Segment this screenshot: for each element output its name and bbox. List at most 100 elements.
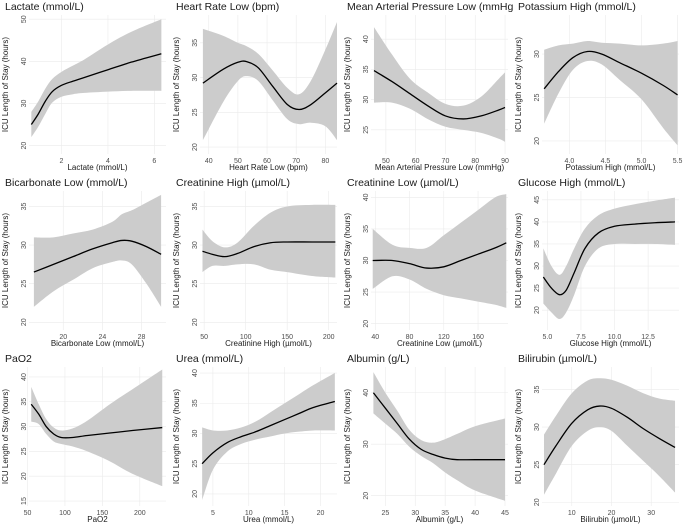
confidence-band	[31, 19, 162, 138]
y-tick-label: 25	[534, 461, 541, 469]
chart-svg: Creatinine Low (µmol/L) 40 80 120 160 20 25 30 3…	[343, 177, 508, 348]
y-tick-label: 40	[363, 389, 370, 397]
confidence-band	[372, 194, 507, 308]
x-tick-label: 20	[317, 510, 325, 517]
x-axis-label: Creatinine Low (µmol/L)	[397, 339, 482, 348]
chart-panel: Creatinine High (µmol/L) 50 100 150 200 20 25 3…	[171, 176, 342, 352]
x-tick-label: 30	[411, 510, 419, 517]
x-tick-label: 60	[263, 158, 271, 165]
x-tick-label: 20	[59, 334, 67, 341]
y-axis-label: ICU Length of Stay (hours)	[514, 37, 523, 132]
chart-panel: Urea (mmol/L) 5 10 15 20 20 25 30 35 40 Urea (mmol…	[171, 352, 342, 528]
fitted-line	[33, 239, 162, 273]
chart-svg: Bicarbonate Low (mmol/L)20 24 2820253035Bi…	[1, 177, 166, 348]
confidence-band	[543, 197, 675, 319]
chart-svg: Bilirubin (µmol/L) 10 20 30 20 25 30 35 Bilirubi…	[514, 353, 679, 524]
chart-title: Creatinine Low (µmol/L)	[347, 177, 459, 189]
x-tick-label: 5	[211, 510, 215, 517]
y-tick-label: 35	[21, 398, 28, 406]
x-tick-label: 80	[321, 158, 329, 165]
y-tick-label: 20	[192, 143, 199, 151]
fitted-line	[542, 221, 675, 296]
chart-title: Albumin (g/L)	[347, 353, 409, 365]
y-axis-label: ICU Length of Stay (hours)	[1, 213, 10, 308]
x-tick-label: 35	[441, 510, 449, 517]
x-tick-label: 80	[471, 158, 479, 165]
y-tick-label: 15	[21, 497, 28, 505]
y-axis-label: ICU Length of Stay (hours)	[343, 37, 352, 132]
y-tick-label: 20	[192, 490, 199, 498]
y-tick-label: 50	[21, 15, 28, 23]
chart-svg: Potassium High (mmol/L)4.0 4.5 5.0 5.520253…	[514, 1, 683, 172]
y-axis-label: ICU Length of Stay (hours)	[1, 37, 10, 132]
y-tick-label: 30	[21, 241, 28, 249]
x-tick-label: 4	[106, 158, 110, 165]
chart-title: Mean Arterial Pressure Low (mmHg)	[347, 1, 513, 13]
x-axis-label: Albumin (g/L)	[416, 515, 464, 524]
x-tick-label: 60	[412, 158, 420, 165]
x-tick-label: 4.5	[601, 158, 611, 165]
y-tick-label: 30	[21, 99, 28, 107]
y-tick-label: 20	[363, 492, 370, 500]
x-tick-label: 150	[97, 510, 109, 517]
x-tick-label: 10.0	[608, 334, 622, 341]
y-tick-label: 25	[534, 94, 541, 102]
x-axis-label: Lactate (mmol/L)	[67, 163, 127, 172]
x-tick-label: 28	[138, 334, 146, 341]
chart-panel: Mean Arterial Pressure Low (mmHg) 50 60 70 8…	[342, 0, 513, 176]
y-tick-label: 35	[534, 240, 541, 248]
x-axis-label: Bicarbonate Low (mmol/L)	[51, 339, 145, 348]
x-tick-label: 150	[281, 334, 293, 341]
confidence-band	[543, 378, 676, 495]
y-tick-label: 20	[21, 142, 28, 150]
fitted-line	[201, 400, 336, 465]
y-axis-label: ICU Length of Stay (hours)	[343, 389, 352, 484]
chart-svg: Mean Arterial Pressure Low (mmHg)50 60 70 8…	[343, 1, 513, 172]
confidence-band	[373, 27, 506, 142]
y-tick-label: 40	[363, 193, 370, 201]
y-tick-label: 20	[21, 472, 28, 480]
x-tick-label: 50	[24, 510, 32, 517]
y-tick-label: 25	[21, 447, 28, 455]
chart-title: PaO2	[5, 353, 32, 365]
x-tick-label: 5.5	[673, 158, 683, 165]
fitted-line	[543, 50, 678, 96]
fitted-line	[373, 70, 506, 120]
chart-title: Heart Rate Low (bpm)	[176, 1, 279, 13]
x-axis-label: Bilirubin (µmol/L)	[580, 515, 641, 524]
chart-title: Bilirubin (µmol/L)	[518, 353, 597, 365]
x-tick-label: 7.5	[576, 334, 586, 341]
y-tick-label: 35	[363, 65, 370, 73]
chart-title: Bicarbonate Low (mmol/L)	[5, 177, 128, 189]
x-tick-label: 10	[568, 510, 576, 517]
chart-svg: PaO2 50 100 150 200 15 20 25 30 35 40 PaO2 ICU Lengt…	[1, 353, 166, 524]
chart-title: Lactate (mmol/L)	[5, 1, 84, 13]
x-tick-label: 40	[205, 158, 213, 165]
y-tick-label: 20	[363, 320, 370, 328]
chart-svg: Urea (mmol/L) 5 10 15 20 20 25 30 35 40 Urea (mmol…	[172, 353, 337, 524]
y-tick-label: 25	[21, 280, 28, 288]
chart-panel: Lactate (mmol/L) 2 4 6 20 30 40 50 Lactate (mmol…	[0, 0, 171, 176]
x-tick-label: 90	[501, 158, 509, 165]
y-tick-label: 30	[21, 423, 28, 431]
x-tick-label: 40	[471, 510, 479, 517]
x-tick-label: 120	[438, 334, 450, 341]
confidence-band	[202, 21, 337, 141]
fitted-line	[30, 53, 162, 125]
x-tick-label: 70	[292, 158, 300, 165]
y-axis-label: ICU Length of Stay (hours)	[514, 213, 523, 308]
y-tick-label: 30	[534, 423, 541, 431]
chart-panel: Glucose High (mmol/L) 5.0 7.5 10.0 12.5 20 25 3…	[513, 176, 684, 352]
y-tick-label: 20	[21, 318, 28, 326]
y-tick-label: 35	[192, 202, 199, 210]
y-tick-label: 25	[192, 108, 199, 116]
y-tick-label: 40	[21, 373, 28, 381]
y-tick-label: 35	[192, 39, 199, 47]
x-tick-label: 70	[442, 158, 450, 165]
x-axis-label: Heart Rate Low (bpm)	[229, 163, 308, 172]
x-tick-label: 40	[371, 334, 379, 341]
x-tick-label: 2	[60, 158, 64, 165]
x-axis-label: PaO2	[87, 515, 108, 524]
fitted-line	[202, 241, 336, 258]
